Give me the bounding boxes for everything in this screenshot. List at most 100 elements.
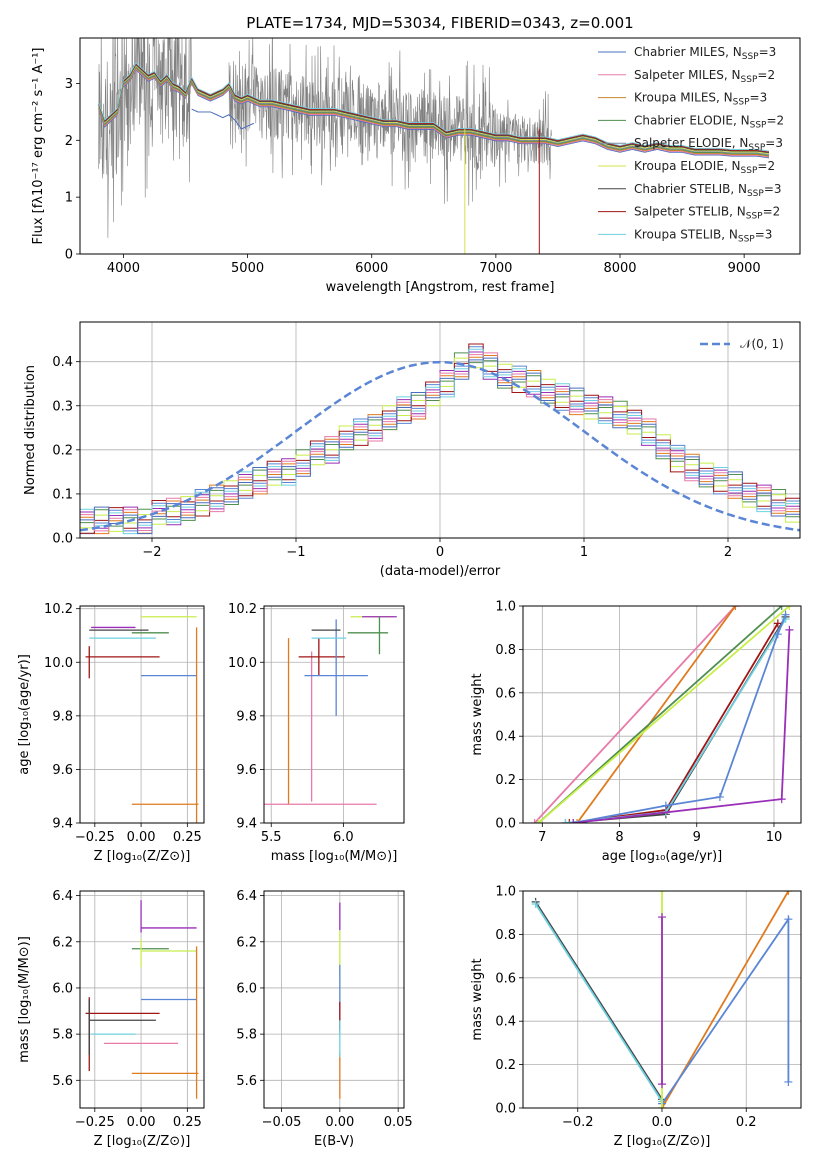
model-spectrum-lower — [191, 108, 254, 130]
legend: Chabrier MILES, NSSP=3 Salpeter MILES, NS… — [598, 45, 784, 244]
y-axis-label: mass [log₁₀(M/M⊙)] — [17, 936, 32, 1063]
x-tick-label: 0.2 — [736, 1115, 757, 1130]
axes-frame — [522, 605, 802, 824]
mass-weight-series — [576, 606, 737, 823]
x-tick-label: −2 — [142, 545, 161, 560]
legend-sub: SSP — [747, 189, 764, 199]
legend-sub: SSP — [750, 120, 767, 130]
x-axis-label: Z [log₁₀(Z/Z⊙)] — [614, 1134, 711, 1149]
data-marker — [781, 610, 790, 619]
y-tick-label: 0.8 — [495, 928, 516, 943]
x-tick-label: 1 — [580, 545, 588, 560]
data-marker — [773, 630, 782, 639]
model-spectrum-chabrier-elodie — [98, 66, 770, 156]
axes-frame — [79, 605, 205, 824]
legend-entry: Salpeter STELIB, NSSP=2 — [634, 205, 780, 222]
x-tick-label: 8 — [615, 830, 623, 845]
y-axis-label: mass weight — [470, 958, 485, 1040]
x-tick-label: −0.2 — [562, 1115, 594, 1130]
y-axis-label: Normed distribution — [23, 365, 38, 495]
y-tick-label: 10.0 — [228, 656, 257, 671]
legend-count: =3 — [755, 227, 773, 241]
data-marker — [785, 625, 794, 634]
gaussian-curve — [80, 360, 800, 532]
y-tick-label: 10.2 — [228, 602, 257, 617]
y-tick-label: 0.4 — [495, 730, 516, 745]
model-spectrum-chabrier-stelib — [98, 63, 770, 154]
data-marker — [773, 619, 782, 628]
y-axis-label: age [log₁₀(age/yr)] — [17, 654, 32, 775]
axes-frame — [79, 37, 801, 255]
x-tick-label: 6.0 — [333, 830, 354, 845]
legend-sub: SSP — [746, 212, 763, 222]
data-marker — [658, 913, 666, 922]
x-axis-label: E(B-V) — [314, 1134, 354, 1149]
legend-sub: SSP — [738, 234, 755, 244]
axes-age_vs_mass: 5.5 6.0 9.4 9.6 9.8 10.0 10.2 mass [log₁₀(M/M⊙)… — [228, 602, 405, 864]
axes-residuals: −2 −1 0 1 2 0.0 0.1 0.2 0.3 0.4 (data-model)/error… — [23, 321, 801, 579]
data-marker — [561, 819, 570, 823]
y-tick-label: 0.1 — [52, 487, 73, 502]
y-tick-label: 0.0 — [495, 817, 516, 832]
legend-count: =2 — [766, 113, 784, 127]
x-tick-label: 0.00 — [127, 830, 156, 845]
plot-area — [98, 38, 770, 254]
legend-entry: Kroupa STELIB, NSSP=3 — [634, 227, 772, 244]
x-tick-label: 0.05 — [384, 1115, 413, 1130]
observed-spectrum — [228, 38, 552, 206]
axes-spectrum: 4000 5000 6000 7000 8000 9000 0 1 2 3 wavelength [… — [31, 37, 801, 295]
model-spectrum-kroupa-elodie — [98, 64, 770, 155]
legend-entry: Chabrier MILES, NSSP=3 — [634, 45, 776, 62]
y-tick-label: 6.4 — [52, 889, 73, 904]
model-spectrum-chabrier-miles — [98, 69, 770, 159]
y-tick-label: 0.8 — [495, 643, 516, 658]
legend-entry: Salpeter ELODIE, NSSP=3 — [634, 136, 783, 153]
data-marker — [658, 891, 666, 895]
model-spectrum-kroupa-miles — [98, 67, 770, 157]
y-tick-label: 2 — [65, 134, 73, 149]
x-tick-label: 0.25 — [173, 830, 202, 845]
y-tick-label: 9.4 — [52, 817, 73, 832]
y-tick-label: 0.4 — [495, 1015, 516, 1030]
data-marker — [777, 795, 786, 804]
y-tick-label: 5.6 — [236, 1074, 257, 1089]
data-marker — [784, 1077, 793, 1086]
data-marker — [777, 606, 786, 610]
y-tick-label: 1.0 — [495, 600, 516, 615]
y-tick-label: 6.0 — [52, 981, 73, 996]
x-axis-label: age [log₁₀(age/yr)] — [602, 849, 723, 864]
data-marker — [565, 819, 574, 823]
y-tick-label: 6.0 — [236, 981, 257, 996]
legend-count: =3 — [764, 182, 782, 196]
y-tick-label: 9.6 — [52, 763, 73, 778]
x-tick-label: 8000 — [603, 261, 636, 276]
y-tick-label: 6.2 — [52, 935, 73, 950]
x-tick-label: 0.0 — [652, 1115, 673, 1130]
x-tick-label: 7 — [538, 830, 546, 845]
legend-count: =2 — [763, 205, 781, 219]
data-marker — [534, 819, 543, 823]
x-tick-label: 9000 — [728, 261, 761, 276]
y-tick-label: 0 — [65, 248, 73, 263]
legend-entry: 𝒩(0, 1) — [740, 337, 784, 351]
plot-area — [264, 616, 397, 805]
x-axis-label: Z [log₁₀(Z/Z⊙)] — [94, 1134, 191, 1149]
legend-sub: SSP — [741, 75, 758, 85]
y-tick-label: 9.8 — [236, 709, 257, 724]
x-tick-label: 4000 — [107, 261, 140, 276]
y-tick-label: 1.0 — [495, 885, 516, 900]
x-tick-label: −1 — [286, 545, 305, 560]
x-tick-label: 2 — [724, 545, 732, 560]
y-tick-label: 5.6 — [52, 1074, 73, 1089]
data-marker — [569, 819, 578, 823]
y-tick-label: 0.0 — [495, 1102, 516, 1117]
x-tick-label: 6000 — [355, 261, 388, 276]
y-tick-label: 10.2 — [44, 602, 73, 617]
plot-area — [531, 891, 793, 1108]
data-marker — [715, 792, 724, 801]
x-tick-label: 0.00 — [127, 1115, 156, 1130]
y-tick-label: 10.0 — [44, 656, 73, 671]
y-tick-label: 5.8 — [236, 1028, 257, 1043]
y-axis-label: Flux [fλ10⁻¹⁷ erg cm⁻² s⁻¹ A⁻¹] — [31, 48, 46, 245]
